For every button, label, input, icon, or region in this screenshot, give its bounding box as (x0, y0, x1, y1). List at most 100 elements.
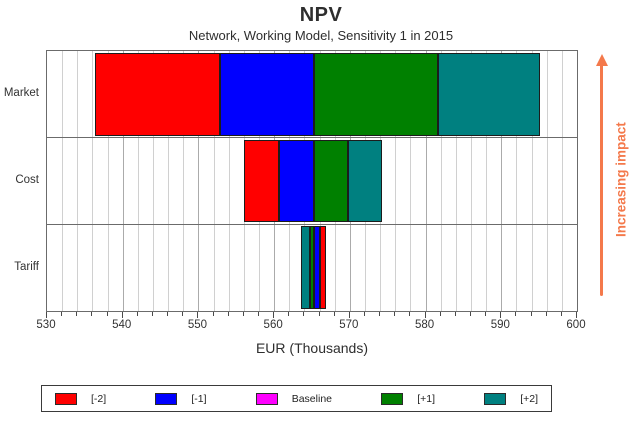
bar-segment-tariff-[+2] (301, 226, 310, 309)
x-tick-label: 580 (414, 319, 435, 331)
bar-segment-tariff-[+1] (309, 226, 314, 309)
bar-segment-tariff-[-2] (319, 226, 327, 309)
legend-item: [-1] (155, 392, 207, 405)
x-tick-minor (379, 312, 381, 316)
plot-area (46, 50, 578, 312)
x-tick-minor (106, 312, 108, 316)
gridline (531, 51, 533, 311)
x-tick-minor (545, 312, 547, 316)
gridline (455, 51, 457, 311)
x-tick-minor (485, 312, 487, 316)
gridline (486, 51, 488, 311)
x-tick-major (46, 312, 47, 318)
gridline (137, 51, 139, 311)
x-tick-minor (394, 312, 396, 316)
x-tick-minor (76, 312, 78, 316)
x-tick-minor (167, 312, 169, 316)
gridline (516, 51, 518, 311)
legend-swatch-baseline (255, 392, 278, 405)
gridline (122, 51, 124, 311)
x-tick-minor (288, 312, 290, 316)
x-tick-minor (470, 312, 471, 316)
category-label-market: Market (3, 87, 39, 100)
gridline (92, 51, 94, 311)
x-tick-major (348, 312, 350, 318)
legend-swatch-1 (381, 392, 404, 405)
x-tick-label: 550 (187, 319, 208, 331)
legend-label: [+2] (520, 392, 538, 405)
x-tick-minor (333, 312, 335, 316)
legend-item: [+1] (381, 392, 435, 405)
chart-title: NPV (299, 4, 343, 26)
x-tick-minor (182, 312, 184, 316)
bar-segment-tariff-[-1] (313, 226, 320, 309)
legend-swatch--1 (155, 392, 178, 405)
legend-swatch--2 (55, 392, 77, 405)
bar-segment-market-[-2] (95, 53, 220, 136)
gridline (546, 51, 548, 311)
x-tick-major (576, 312, 577, 318)
x-tick-minor (364, 312, 365, 316)
legend-label: [+1] (417, 392, 435, 405)
gridline (198, 51, 200, 311)
x-tick-minor (136, 312, 138, 316)
gridline (425, 51, 427, 311)
x-tick-minor (242, 312, 244, 316)
x-tick-label: 530 (36, 319, 56, 331)
x-tick-minor (303, 312, 305, 316)
x-tick-minor (530, 312, 532, 316)
gridline (62, 51, 64, 311)
x-tick-minor (515, 312, 517, 316)
x-tick-label: 590 (490, 319, 510, 331)
legend-label: [-1] (191, 392, 207, 405)
gridline (168, 51, 170, 311)
y-axis-category-labels: Market Cost Tariff (0, 50, 42, 312)
x-tick-minor (409, 312, 411, 316)
chart-subtitle: Network, Working Model, Sensitivity 1 in… (188, 28, 454, 43)
x-tick-minor (152, 312, 153, 316)
increasing-impact-label: Increasing impact (613, 122, 629, 238)
x-axis: 530 540 550 560 570 580 590 600 (36, 311, 586, 343)
gridline (228, 51, 230, 311)
bar-segment-cost-[-2] (243, 139, 279, 223)
legend-item: [-2] (55, 392, 107, 405)
x-tick-minor (258, 312, 259, 316)
x-tick-minor (212, 312, 214, 316)
x-tick-label: 570 (339, 319, 359, 331)
row-divider (47, 137, 577, 139)
gridline (153, 51, 154, 311)
bar-segment-cost-[-1] (278, 139, 314, 223)
x-tick-label: 540 (112, 319, 132, 331)
bar-segment-market-[+1] (313, 53, 439, 136)
legend-label: Baseline (291, 392, 332, 405)
x-axis-title: EUR (Thousands) (255, 340, 369, 356)
x-tick-major (273, 312, 275, 318)
category-label-cost: Cost (15, 174, 39, 186)
gridline (183, 51, 185, 311)
gridline (213, 51, 215, 311)
x-tick-major (500, 312, 502, 318)
bar-segment-cost-[+2] (347, 139, 382, 223)
legend-item: [+2] (484, 392, 538, 405)
legend-label: [-2] (91, 392, 107, 405)
x-tick-minor (454, 312, 456, 316)
legend-swatch-2 (484, 392, 507, 405)
bar-segment-market-[-1] (219, 53, 314, 136)
x-tick-minor (560, 312, 562, 316)
increasing-impact-arrow-line (600, 64, 603, 296)
legend-item: Baseline (255, 392, 332, 405)
x-tick-major (197, 312, 199, 318)
x-tick-minor (91, 312, 93, 316)
gridline (395, 51, 397, 311)
gridline (440, 51, 442, 311)
gridline (107, 51, 109, 311)
x-tick-label: 600 (566, 319, 586, 331)
x-tick-minor (61, 312, 63, 316)
gridline (561, 51, 563, 311)
gridline (410, 51, 412, 311)
gridline (501, 51, 503, 311)
row-divider (47, 223, 577, 225)
x-tick-minor (227, 312, 229, 316)
increasing-impact-arrow-icon (595, 54, 608, 66)
